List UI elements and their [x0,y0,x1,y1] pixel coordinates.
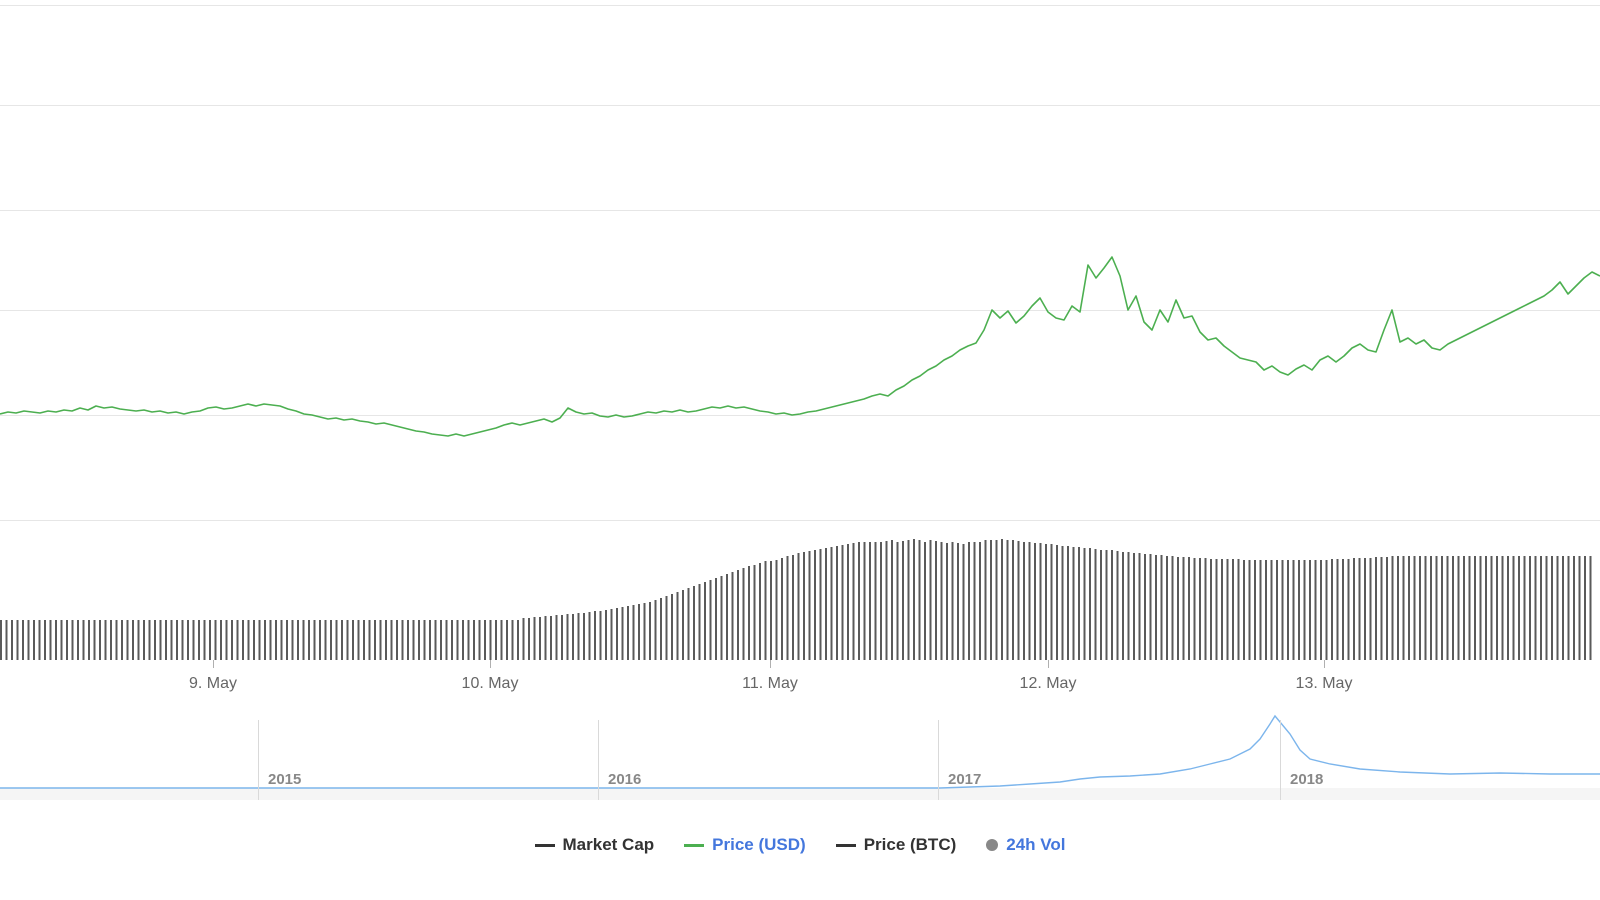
x-tick [490,660,491,668]
range-line [0,714,1600,794]
legend-label: Price (USD) [712,835,806,855]
range-tick-label: 2018 [1290,771,1323,788]
range-tick [598,720,599,800]
range-selector[interactable]: 2015 2016 2017 2018 [0,720,1600,800]
legend-label: Market Cap [563,835,655,855]
main-chart[interactable] [0,0,1600,660]
x-tick [770,660,771,668]
legend-item[interactable]: 24h Vol [986,835,1065,855]
legend: Market Cap Price (USD) Price (BTC) 24h Vol [0,835,1600,855]
legend-line-icon [836,844,856,847]
legend-dot-icon [986,839,998,851]
x-tick [1324,660,1325,668]
legend-label: Price (BTC) [864,835,957,855]
volume-bars [0,520,1600,660]
x-axis: 9. May 10. May 11. May 12. May 13. May [0,660,1600,710]
legend-item[interactable]: Market Cap [535,835,655,855]
x-tick-label: 11. May [742,675,798,693]
x-tick-label: 10. May [462,675,519,693]
range-tick-label: 2016 [608,771,641,788]
legend-item[interactable]: Price (USD) [684,835,806,855]
range-tick [1280,720,1281,800]
legend-item[interactable]: Price (BTC) [836,835,957,855]
x-tick-label: 12. May [1020,675,1077,693]
x-tick [1048,660,1049,668]
x-tick [213,660,214,668]
range-tick [938,720,939,800]
legend-label: 24h Vol [1006,835,1065,855]
range-tick [258,720,259,800]
legend-line-icon [684,844,704,847]
range-tick-label: 2015 [268,771,301,788]
range-tick-label: 2017 [948,771,981,788]
x-tick-label: 9. May [189,675,237,693]
x-tick-label: 13. May [1296,675,1353,693]
legend-line-icon [535,844,555,847]
